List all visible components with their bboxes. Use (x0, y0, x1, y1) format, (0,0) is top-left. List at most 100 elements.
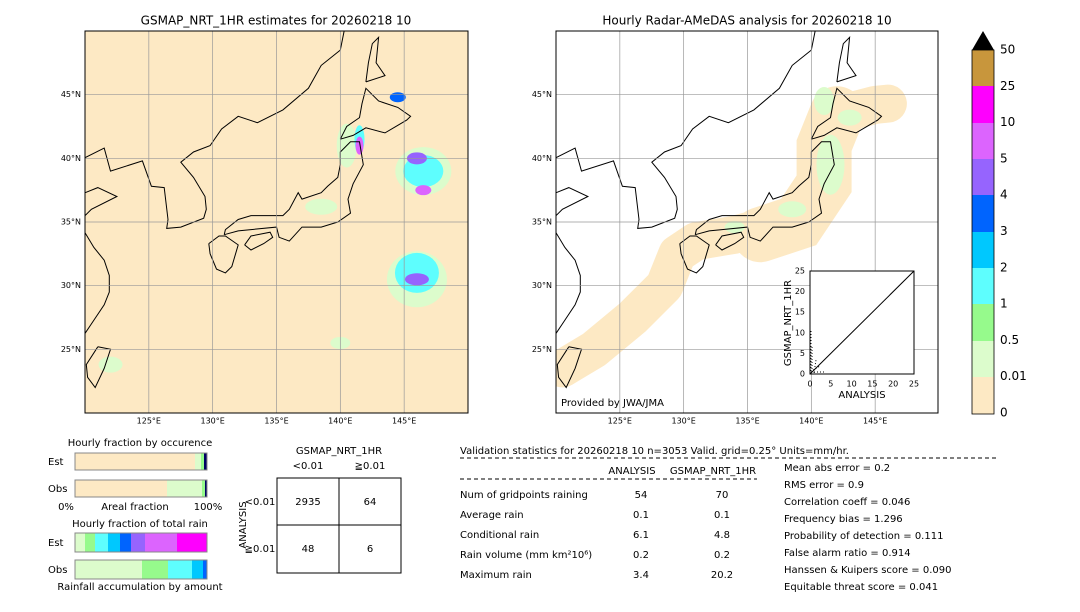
rain-area (814, 87, 835, 116)
lat-label: 30°N (532, 281, 552, 290)
coastline (85, 31, 345, 335)
row-axis-label: ANALYSIS (238, 501, 249, 548)
score: Mean abs error = 0.2 (784, 463, 890, 474)
scatter-points (810, 330, 826, 374)
map-title: Hourly Radar-AMeDAS analysis for 2026021… (602, 14, 891, 28)
row-header: ≧0.01 (245, 544, 276, 555)
x-tick-label: 25 (909, 380, 919, 389)
coastline (208, 235, 239, 274)
bar-segment (202, 480, 205, 497)
rain-area (816, 134, 845, 195)
lon-label: 130°E (201, 417, 225, 426)
col-header: ≧0.01 (355, 461, 386, 472)
gsmap-value: 0.1 (714, 510, 730, 521)
gsmap-value: 20.2 (711, 570, 733, 581)
panel-title: Hourly fraction by occurence (68, 438, 212, 449)
colorbar-extend (972, 31, 994, 50)
colorbar-label: 2 (1000, 260, 1008, 274)
coastline (715, 231, 745, 251)
row-label: Maximum rain (460, 570, 532, 581)
colorbar-segment (972, 232, 994, 268)
colorbar-frame (971, 49, 995, 415)
score: Frequency bias = 1.296 (784, 514, 903, 525)
analysis-value: 0.1 (633, 510, 649, 521)
row-label: Conditional rain (460, 530, 539, 541)
rain-area (98, 356, 123, 373)
row-label: Obs (48, 484, 67, 495)
colorbar-label: 10 (1000, 115, 1015, 129)
lon-label: 145°E (392, 417, 416, 426)
bar-segment (204, 453, 207, 470)
lat-label: 45°N (532, 90, 552, 99)
cell-value: 64 (364, 497, 377, 508)
bar-segment (131, 533, 145, 552)
y-tick-label: 15 (795, 308, 805, 317)
right-map-frame (555, 30, 939, 414)
rain-area (837, 109, 862, 126)
gsmap-value: 70 (716, 490, 729, 501)
analysis-value: 54 (635, 490, 648, 501)
score: Probability of detection = 0.111 (784, 531, 943, 542)
axis-label: Areal fraction (101, 502, 168, 513)
bar-segment (177, 533, 207, 552)
bar-segment (201, 453, 204, 470)
lat-label: 30°N (61, 281, 81, 290)
colorbar-segment (972, 304, 994, 341)
bar-segment (203, 560, 207, 579)
col-header: GSMAP_NRT_1HR (670, 466, 756, 477)
bar-segment (75, 480, 167, 497)
colorbar-segment (972, 50, 994, 86)
map-title: GSMAP_NRT_1HR estimates for 20260218 10 (141, 14, 412, 28)
rain-area (724, 221, 745, 234)
bar-frame (74, 479, 208, 498)
validation-header: Validation statistics for 20260218 10 n=… (460, 446, 849, 457)
contingency-title: GSMAP_NRT_1HR (296, 446, 382, 457)
bar-segment (95, 533, 108, 552)
coastline (339, 87, 412, 140)
score: RMS error = 0.9 (784, 480, 864, 491)
panel-footer: Rainfall accumulation by amount (57, 582, 222, 593)
colorbar-label: 0 (1000, 406, 1008, 420)
bar-segment (167, 480, 202, 497)
y-tick-label: 5 (800, 349, 805, 358)
colorbar-segment (972, 377, 994, 414)
colorbar-label: 0.01 (1000, 369, 1027, 383)
rain-area (394, 252, 439, 293)
rain-area (355, 136, 364, 155)
cell-value: 48 (302, 544, 315, 555)
bar-segment (75, 533, 85, 552)
y-tick-label: 20 (795, 287, 805, 296)
x-tick-label: 15 (867, 380, 877, 389)
bar-frame (74, 559, 208, 580)
colorbar-segment (972, 341, 994, 377)
x-tick-label: 20 (888, 380, 898, 389)
coastline (556, 31, 816, 335)
coastline (244, 231, 274, 251)
bar-segment (145, 533, 177, 552)
colorbar-label: 3 (1000, 224, 1008, 238)
row-label: Est (48, 538, 64, 549)
colorbar-label: 25 (1000, 79, 1015, 93)
coastline (694, 141, 835, 242)
row-label: Num of gridpoints raining (460, 490, 588, 501)
lat-label: 40°N (61, 154, 81, 163)
col-header: ANALYSIS (608, 466, 655, 477)
colorbar-label: 5 (1000, 151, 1008, 165)
x-tick-label: 5 (828, 380, 833, 389)
analysis-value: 3.4 (633, 570, 649, 581)
colorbar-segment (972, 195, 994, 232)
bar-segment (120, 533, 131, 552)
bar-segment (108, 533, 120, 552)
lon-label: 140°E (799, 417, 823, 426)
rain-area (778, 201, 807, 218)
cell-value: 2935 (295, 497, 320, 508)
gsmap-value: 4.8 (714, 530, 730, 541)
x-tick-label: 0 (807, 380, 812, 389)
bar-segment (168, 560, 192, 579)
coastline (365, 36, 386, 83)
colorbar-segment (972, 123, 994, 159)
y-tick-label: 10 (795, 328, 805, 337)
lat-label: 40°N (532, 154, 552, 163)
bar-segment (205, 480, 207, 497)
